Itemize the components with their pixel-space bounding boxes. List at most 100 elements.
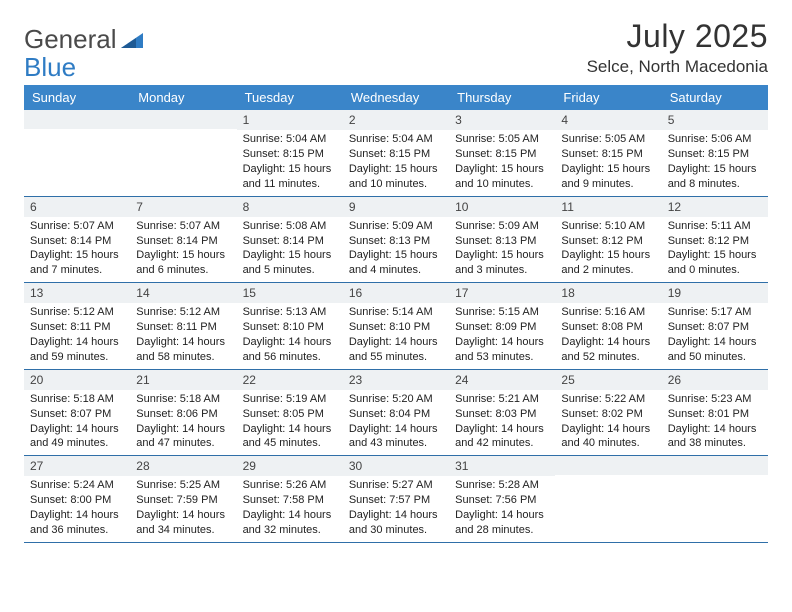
day-cell: 10Sunrise: 5:09 AMSunset: 8:13 PMDayligh…: [449, 197, 555, 283]
day-info: Sunrise: 5:07 AMSunset: 8:14 PMDaylight:…: [24, 219, 130, 278]
sunset-text: Sunset: 7:56 PM: [455, 493, 549, 508]
day-info: Sunrise: 5:06 AMSunset: 8:15 PMDaylight:…: [662, 132, 768, 191]
daylight-text: Daylight: 15 hours and 8 minutes.: [668, 162, 762, 192]
day-cell: [24, 110, 130, 196]
day-info: Sunrise: 5:16 AMSunset: 8:08 PMDaylight:…: [555, 305, 661, 364]
week-row: 13Sunrise: 5:12 AMSunset: 8:11 PMDayligh…: [24, 283, 768, 370]
sunset-text: Sunset: 8:07 PM: [668, 320, 762, 335]
sunset-text: Sunset: 8:15 PM: [455, 147, 549, 162]
daylight-text: Daylight: 15 hours and 9 minutes.: [561, 162, 655, 192]
daylight-text: Daylight: 14 hours and 30 minutes.: [349, 508, 443, 538]
week-row: 6Sunrise: 5:07 AMSunset: 8:14 PMDaylight…: [24, 197, 768, 284]
day-info: Sunrise: 5:10 AMSunset: 8:12 PMDaylight:…: [555, 219, 661, 278]
day-cell: 24Sunrise: 5:21 AMSunset: 8:03 PMDayligh…: [449, 370, 555, 456]
daylight-text: Daylight: 14 hours and 43 minutes.: [349, 422, 443, 452]
sunrise-text: Sunrise: 5:14 AM: [349, 305, 443, 320]
day-cell: 23Sunrise: 5:20 AMSunset: 8:04 PMDayligh…: [343, 370, 449, 456]
daylight-text: Daylight: 14 hours and 56 minutes.: [243, 335, 337, 365]
sunrise-text: Sunrise: 5:08 AM: [243, 219, 337, 234]
day-number: 9: [343, 197, 449, 217]
sunrise-text: Sunrise: 5:17 AM: [668, 305, 762, 320]
day-info: Sunrise: 5:21 AMSunset: 8:03 PMDaylight:…: [449, 392, 555, 451]
day-info: Sunrise: 5:26 AMSunset: 7:58 PMDaylight:…: [237, 478, 343, 537]
daylight-text: Daylight: 15 hours and 10 minutes.: [455, 162, 549, 192]
sunset-text: Sunset: 7:57 PM: [349, 493, 443, 508]
sunset-text: Sunset: 8:15 PM: [561, 147, 655, 162]
day-info: Sunrise: 5:25 AMSunset: 7:59 PMDaylight:…: [130, 478, 236, 537]
day-cell: 12Sunrise: 5:11 AMSunset: 8:12 PMDayligh…: [662, 197, 768, 283]
day-cell: 28Sunrise: 5:25 AMSunset: 7:59 PMDayligh…: [130, 456, 236, 542]
day-cell: 27Sunrise: 5:24 AMSunset: 8:00 PMDayligh…: [24, 456, 130, 542]
month-title: July 2025: [587, 18, 768, 55]
sunrise-text: Sunrise: 5:25 AM: [136, 478, 230, 493]
sunrise-text: Sunrise: 5:20 AM: [349, 392, 443, 407]
weekday-header-cell: Sunday: [24, 85, 130, 110]
day-number: 23: [343, 370, 449, 390]
day-cell: [130, 110, 236, 196]
day-number: 22: [237, 370, 343, 390]
sunset-text: Sunset: 8:00 PM: [30, 493, 124, 508]
sunrise-text: Sunrise: 5:05 AM: [455, 132, 549, 147]
day-number: 13: [24, 283, 130, 303]
daylight-text: Daylight: 14 hours and 59 minutes.: [30, 335, 124, 365]
day-info: Sunrise: 5:18 AMSunset: 8:07 PMDaylight:…: [24, 392, 130, 451]
sunset-text: Sunset: 8:15 PM: [668, 147, 762, 162]
day-number: 28: [130, 456, 236, 476]
day-number: 26: [662, 370, 768, 390]
sunset-text: Sunset: 8:07 PM: [30, 407, 124, 422]
logo: General: [24, 18, 143, 55]
day-cell: 9Sunrise: 5:09 AMSunset: 8:13 PMDaylight…: [343, 197, 449, 283]
daylight-text: Daylight: 15 hours and 5 minutes.: [243, 248, 337, 278]
sunset-text: Sunset: 7:58 PM: [243, 493, 337, 508]
daylight-text: Daylight: 14 hours and 50 minutes.: [668, 335, 762, 365]
day-cell: 1Sunrise: 5:04 AMSunset: 8:15 PMDaylight…: [237, 110, 343, 196]
day-number: 10: [449, 197, 555, 217]
sunrise-text: Sunrise: 5:04 AM: [243, 132, 337, 147]
day-info: Sunrise: 5:24 AMSunset: 8:00 PMDaylight:…: [24, 478, 130, 537]
day-cell: 31Sunrise: 5:28 AMSunset: 7:56 PMDayligh…: [449, 456, 555, 542]
week-row: 20Sunrise: 5:18 AMSunset: 8:07 PMDayligh…: [24, 370, 768, 457]
day-info: Sunrise: 5:18 AMSunset: 8:06 PMDaylight:…: [130, 392, 236, 451]
empty-day-number: [555, 456, 661, 475]
day-cell: 7Sunrise: 5:07 AMSunset: 8:14 PMDaylight…: [130, 197, 236, 283]
day-number: 30: [343, 456, 449, 476]
day-number: 4: [555, 110, 661, 130]
empty-day-number: [24, 110, 130, 129]
title-block: July 2025 Selce, North Macedonia: [587, 18, 768, 77]
day-cell: 17Sunrise: 5:15 AMSunset: 8:09 PMDayligh…: [449, 283, 555, 369]
day-number: 31: [449, 456, 555, 476]
day-info: Sunrise: 5:19 AMSunset: 8:05 PMDaylight:…: [237, 392, 343, 451]
sunrise-text: Sunrise: 5:06 AM: [668, 132, 762, 147]
daylight-text: Daylight: 14 hours and 28 minutes.: [455, 508, 549, 538]
logo-text-part2: Blue: [24, 52, 76, 83]
sunset-text: Sunset: 8:10 PM: [349, 320, 443, 335]
day-info: Sunrise: 5:15 AMSunset: 8:09 PMDaylight:…: [449, 305, 555, 364]
daylight-text: Daylight: 14 hours and 58 minutes.: [136, 335, 230, 365]
day-info: Sunrise: 5:09 AMSunset: 8:13 PMDaylight:…: [449, 219, 555, 278]
logo-triangle-icon: [121, 24, 143, 55]
sunrise-text: Sunrise: 5:18 AM: [136, 392, 230, 407]
day-number: 7: [130, 197, 236, 217]
day-info: Sunrise: 5:12 AMSunset: 8:11 PMDaylight:…: [130, 305, 236, 364]
daylight-text: Daylight: 15 hours and 11 minutes.: [243, 162, 337, 192]
daylight-text: Daylight: 15 hours and 3 minutes.: [455, 248, 549, 278]
sunrise-text: Sunrise: 5:07 AM: [30, 219, 124, 234]
day-cell: 25Sunrise: 5:22 AMSunset: 8:02 PMDayligh…: [555, 370, 661, 456]
sunset-text: Sunset: 8:11 PM: [136, 320, 230, 335]
day-cell: 20Sunrise: 5:18 AMSunset: 8:07 PMDayligh…: [24, 370, 130, 456]
day-cell: 18Sunrise: 5:16 AMSunset: 8:08 PMDayligh…: [555, 283, 661, 369]
day-cell: 16Sunrise: 5:14 AMSunset: 8:10 PMDayligh…: [343, 283, 449, 369]
sunrise-text: Sunrise: 5:21 AM: [455, 392, 549, 407]
empty-day-number: [662, 456, 768, 475]
sunrise-text: Sunrise: 5:07 AM: [136, 219, 230, 234]
day-info: Sunrise: 5:27 AMSunset: 7:57 PMDaylight:…: [343, 478, 449, 537]
day-info: Sunrise: 5:14 AMSunset: 8:10 PMDaylight:…: [343, 305, 449, 364]
day-cell: 26Sunrise: 5:23 AMSunset: 8:01 PMDayligh…: [662, 370, 768, 456]
daylight-text: Daylight: 15 hours and 0 minutes.: [668, 248, 762, 278]
sunset-text: Sunset: 8:06 PM: [136, 407, 230, 422]
day-info: Sunrise: 5:12 AMSunset: 8:11 PMDaylight:…: [24, 305, 130, 364]
day-number: 27: [24, 456, 130, 476]
day-number: 14: [130, 283, 236, 303]
day-info: Sunrise: 5:07 AMSunset: 8:14 PMDaylight:…: [130, 219, 236, 278]
day-cell: 4Sunrise: 5:05 AMSunset: 8:15 PMDaylight…: [555, 110, 661, 196]
